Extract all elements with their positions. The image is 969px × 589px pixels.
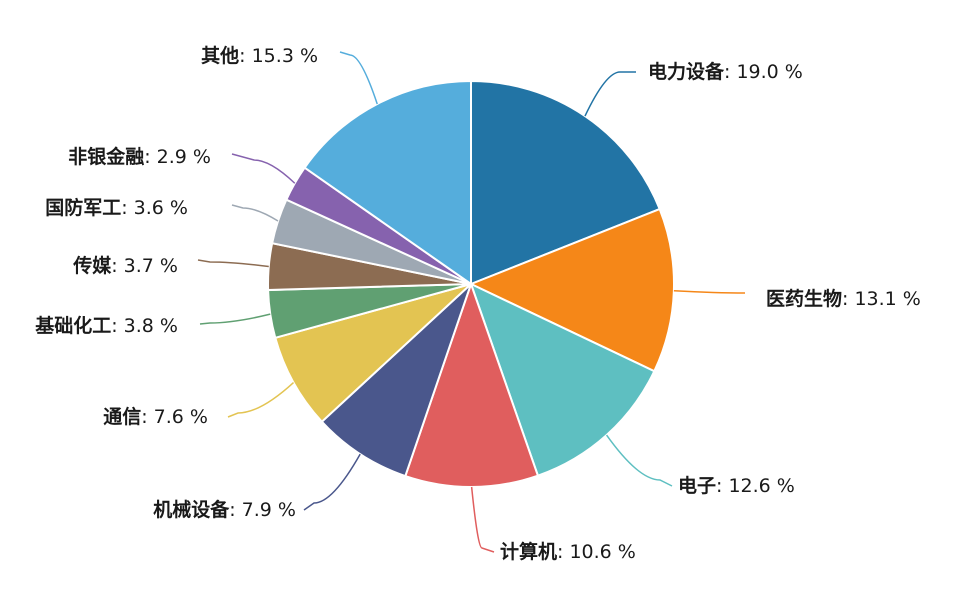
leader-line-7	[199, 313, 271, 325]
slice-label-11: 其他: 15.3 %	[201, 44, 318, 67]
slice-label-value: : 13.1 %	[842, 288, 921, 310]
pie-slice-6	[274, 283, 472, 424]
slice-label-5: 机械设备: 7.9 %	[153, 498, 296, 521]
leader-lines	[197, 51, 746, 553]
slice-label-1: 电力设备: 19.0 %	[648, 60, 803, 83]
slice-label-value: : 3.8 %	[111, 315, 178, 337]
leader-line-9	[231, 204, 279, 222]
slice-label-name: 传媒	[72, 254, 112, 277]
slice-label-2: 医药生物: 13.1 %	[766, 287, 921, 310]
slice-label-8: 传媒: 3.7 %	[72, 254, 178, 277]
pie-slice-3	[469, 282, 656, 477]
slice-label-name: 机械设备	[153, 498, 230, 521]
pie-slice-11	[303, 79, 472, 286]
slice-label-name: 其他	[201, 44, 239, 67]
leader-line-6	[227, 381, 295, 418]
leader-line-1	[584, 71, 636, 117]
slice-label-value: : 7.9 %	[229, 499, 296, 521]
leader-line-8	[197, 259, 269, 268]
slice-label-value: : 2.9 %	[144, 146, 211, 168]
leader-line-3	[605, 434, 673, 487]
slice-label-value: : 12.6 %	[716, 475, 795, 497]
slice-label-value: : 7.6 %	[141, 406, 208, 428]
slice-label-6: 通信: 7.6 %	[103, 405, 208, 428]
slice-label-10: 非银金融: 2.9 %	[68, 145, 211, 168]
slice-label-value: : 3.6 %	[121, 197, 188, 219]
slice-label-4: 计算机: 10.6 %	[500, 540, 636, 563]
leader-line-4	[470, 486, 495, 553]
slice-label-name: 国防军工	[45, 196, 121, 219]
slice-label-7: 基础化工: 3.8 %	[34, 314, 178, 337]
leader-line-11	[339, 51, 378, 105]
slice-labels: 电力设备: 19.0 %医药生物: 13.1 %电子: 12.6 %计算机: 1…	[34, 44, 921, 563]
slice-label-3: 电子: 12.6 %	[678, 474, 795, 497]
leader-line-2	[673, 289, 746, 294]
leader-line-10	[231, 153, 296, 184]
slice-label-name: 非银金融	[68, 145, 144, 168]
slice-label-value: : 15.3 %	[239, 45, 318, 67]
slice-label-value: : 10.6 %	[557, 541, 636, 563]
slice-label-value: : 3.7 %	[111, 255, 178, 277]
slice-label-name: 基础化工	[34, 314, 111, 337]
slice-label-name: 通信	[103, 405, 141, 428]
slice-label-name: 医药生物	[766, 287, 842, 310]
pie-slices	[267, 79, 675, 489]
slice-label-name: 计算机	[500, 540, 557, 563]
pie-slice-5	[320, 283, 472, 478]
pie-slice-1	[470, 79, 661, 286]
pie-slice-2	[468, 207, 675, 373]
leader-line-5	[303, 453, 361, 511]
slice-label-name: 电子	[678, 474, 716, 497]
slice-label-value: : 19.0 %	[724, 61, 803, 83]
slice-label-9: 国防军工: 3.6 %	[45, 196, 188, 219]
slice-label-name: 电力设备	[648, 60, 725, 83]
